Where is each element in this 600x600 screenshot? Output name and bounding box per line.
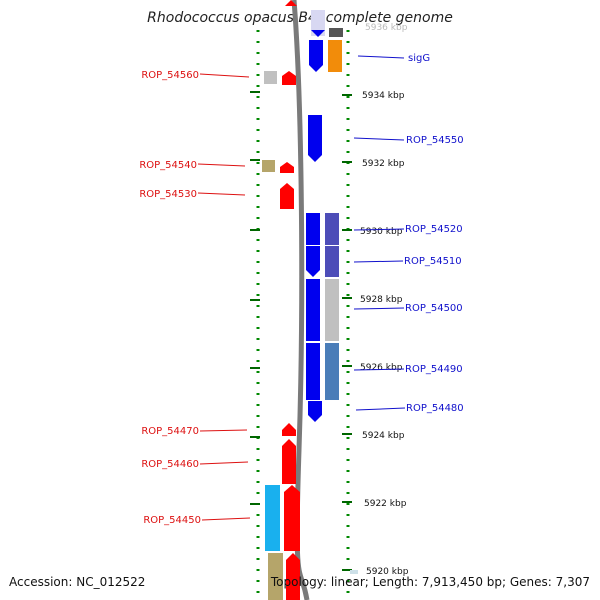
gene-arrow-ROP_54530[interactable] bbox=[280, 183, 294, 209]
gene-block-ROP_54520[interactable] bbox=[325, 213, 339, 245]
gene-label-right[interactable]: ROP_54500 bbox=[405, 303, 463, 314]
gene-label-left[interactable]: ROP_54470 bbox=[141, 426, 199, 437]
gene-arrow-ROP_54540[interactable] bbox=[280, 162, 294, 173]
gene-block-ROP_54510[interactable] bbox=[325, 246, 339, 277]
gene-arrow-ROP_54500[interactable] bbox=[306, 279, 320, 341]
gene-feature[interactable] bbox=[311, 30, 325, 37]
scale-label: 5930 kbp bbox=[360, 227, 403, 237]
scale-label: 5928 kbp bbox=[360, 295, 403, 305]
callout-line bbox=[197, 192, 246, 196]
callout-line bbox=[197, 163, 246, 167]
gene-label-right[interactable]: sigG bbox=[408, 53, 430, 64]
gene-label-left[interactable]: ROP_54530 bbox=[139, 189, 197, 200]
callout-line bbox=[199, 73, 250, 78]
callout-line bbox=[353, 228, 405, 231]
gene-feature[interactable] bbox=[329, 28, 343, 37]
gene-arrow-sigG[interactable] bbox=[309, 40, 323, 72]
gene-label-right[interactable]: ROP_54520 bbox=[405, 224, 463, 235]
callout-line bbox=[201, 517, 251, 521]
gene-arrow-ROP_54560[interactable] bbox=[282, 71, 296, 85]
gene-label-left[interactable]: ROP_54450 bbox=[143, 515, 201, 526]
scale-label: 5932 kbp bbox=[362, 159, 405, 169]
scale-label: 5926 kbp bbox=[360, 363, 403, 373]
gene-block-ROP_54450[interactable] bbox=[265, 485, 280, 551]
gene-arrow-ROP_54550[interactable] bbox=[308, 115, 322, 162]
gene-block-ROP_54540[interactable] bbox=[262, 160, 275, 172]
gene-arrow-ROP_54510[interactable] bbox=[306, 246, 320, 277]
gene-label-right[interactable]: ROP_54480 bbox=[406, 403, 464, 414]
genome-backbone bbox=[291, 0, 310, 600]
scale-label: 5922 kbp bbox=[364, 499, 407, 509]
callout-line bbox=[199, 461, 249, 465]
gene-arrow-ROP_54520[interactable] bbox=[306, 213, 320, 245]
callout-line bbox=[353, 137, 405, 141]
gene-arrow-ROP_54450[interactable] bbox=[284, 485, 300, 551]
genome-title: Rhodococcus opacus B4, complete genome bbox=[147, 10, 453, 26]
accession-label: Accession: NC_012522 bbox=[9, 575, 146, 589]
gene-block-ROP_54560[interactable] bbox=[264, 71, 277, 84]
gene-label-left[interactable]: ROP_54560 bbox=[141, 70, 199, 81]
gene-block-sigG[interactable] bbox=[328, 40, 342, 72]
gene-label-right[interactable]: ROP_54510 bbox=[404, 256, 462, 267]
callout-line bbox=[357, 55, 405, 59]
scale-label: 5924 kbp bbox=[362, 431, 405, 441]
gene-arrow-ROP_54480[interactable] bbox=[308, 401, 322, 422]
gene-label-left[interactable]: ROP_54540 bbox=[139, 160, 197, 171]
scale-label: 5934 kbp bbox=[362, 91, 405, 101]
gene-block[interactable] bbox=[350, 570, 358, 574]
gene-label-right[interactable]: ROP_54550 bbox=[406, 135, 464, 146]
callout-line bbox=[355, 407, 406, 411]
callout-line bbox=[353, 260, 404, 263]
gene-feature[interactable] bbox=[311, 10, 325, 36]
gene-arrow-ROP_54460[interactable] bbox=[282, 439, 296, 484]
gene-label-right[interactable]: ROP_54490 bbox=[405, 364, 463, 375]
gene-feature[interactable] bbox=[285, 0, 297, 6]
callout-line bbox=[353, 307, 405, 310]
gene-block-ROP_54500[interactable] bbox=[325, 279, 339, 341]
genome-summary: Topology: linear; Length: 7,913,450 bp; … bbox=[270, 575, 590, 589]
scale-label: 5936 kbp bbox=[365, 23, 408, 33]
gene-block-ROP_54490[interactable] bbox=[325, 343, 339, 400]
gene-label-left[interactable]: ROP_54460 bbox=[141, 459, 199, 470]
callout-line bbox=[353, 368, 405, 371]
callout-line bbox=[199, 429, 248, 432]
gene-arrow-ROP_54470[interactable] bbox=[282, 423, 296, 436]
gene-arrow[interactable] bbox=[286, 553, 300, 600]
gene-arrow-ROP_54490[interactable] bbox=[306, 343, 320, 400]
scale-label: 5920 kbp bbox=[366, 567, 409, 577]
gene-block[interactable] bbox=[268, 553, 283, 600]
